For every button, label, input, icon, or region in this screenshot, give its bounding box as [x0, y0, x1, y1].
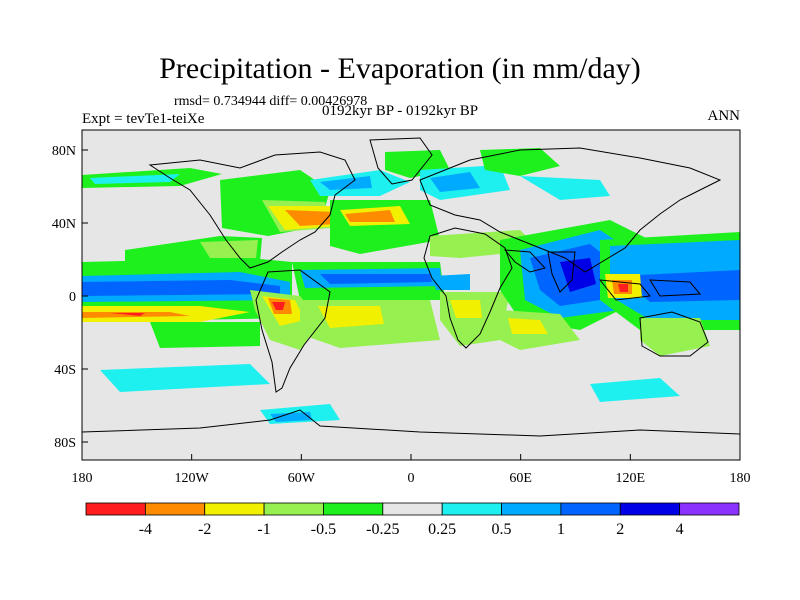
colorbar-label: 0.5 — [492, 521, 512, 538]
colorbar-swatch — [204, 502, 265, 516]
colorbar-swatch — [382, 502, 443, 516]
colorbar-swatch — [85, 502, 146, 516]
lon-tick-label: 120E — [616, 471, 646, 486]
lon-tick-label: 180 — [72, 471, 93, 486]
colorbar-label: -0.5 — [311, 521, 336, 538]
lat-tick-label: 40N — [52, 217, 76, 232]
season-label: ANN — [707, 108, 741, 124]
colorbar-swatch — [619, 502, 681, 516]
colorbar-label: -2 — [198, 521, 211, 538]
colorbar-swatch — [441, 502, 502, 516]
colorbar-label: -0.25 — [366, 521, 399, 538]
colorbar-label: 1 — [557, 521, 565, 538]
lon-tick-label: 0 — [408, 471, 415, 486]
colorbar-swatch — [144, 502, 206, 516]
stats-line: rmsd= 0.734944 diff= 0.00426978 — [174, 94, 368, 109]
lon-tick-label: 60E — [509, 471, 532, 486]
plot-title: Precipitation - Evaporation (in mm/day) — [159, 52, 641, 85]
latitude-axis: 80N 40N 0 40S 80S — [52, 144, 88, 451]
coastlines — [82, 137, 740, 437]
colorbar-swatch — [323, 502, 384, 516]
colorbar-swatch — [679, 502, 740, 516]
colorbar-label: 2 — [616, 521, 624, 538]
colorbar-label: 4 — [676, 521, 684, 538]
period-label: 0192kyr BP - 0192kyr BP — [322, 103, 479, 119]
lon-tick-label: 180 — [730, 471, 751, 486]
colorbar-swatch — [501, 502, 562, 516]
colorbar-swatch — [560, 502, 621, 516]
lat-tick-label: 80S — [54, 436, 76, 451]
colorbar-label: 0.25 — [428, 521, 456, 538]
colorbar-swatch — [263, 502, 324, 516]
lat-tick-label: 40S — [54, 363, 76, 378]
lon-tick-label: 60W — [288, 471, 316, 486]
longitude-axis: 180 120W 60W 0 60E 120E 180 — [72, 454, 751, 486]
colorbar-label: -4 — [139, 521, 152, 538]
lat-tick-label: 80N — [52, 144, 76, 159]
lat-tick-label: 0 — [69, 290, 76, 305]
experiment-label: Expt = tevTe1-teiXe — [82, 111, 205, 127]
lon-tick-label: 120W — [175, 471, 210, 486]
colorbar-label: -1 — [257, 521, 270, 538]
